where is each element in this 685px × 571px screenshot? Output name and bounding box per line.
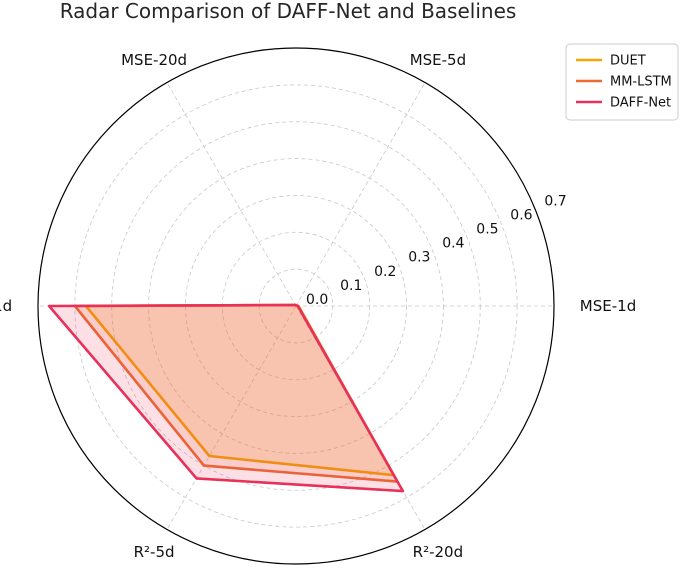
grid-circle	[185, 195, 407, 417]
radial-tick-label: 0.0	[306, 292, 328, 308]
legend-label: MM-LSTM	[610, 75, 672, 90]
legend: DUET MM-LSTM DAFF-Net	[565, 43, 679, 121]
grid-spoke	[166, 305, 297, 530]
grid-spoke	[295, 82, 426, 307]
radial-tick-label: 0.7	[544, 193, 566, 209]
grid-spoke	[166, 82, 297, 307]
axis-label: MSE-20d	[121, 51, 187, 69]
axis-label: R²-1d	[0, 297, 12, 315]
series-layer	[47, 303, 405, 493]
legend-label: DUET	[610, 54, 646, 69]
radial-tick-label: 0.4	[442, 236, 464, 252]
axis-label: MSE-5d	[410, 51, 466, 69]
radial-tick-label: 0.3	[408, 250, 430, 266]
radial-tick-label: 0.5	[476, 222, 498, 238]
legend-label: DAFF-Net	[610, 96, 671, 111]
radial-tick-label: 0.2	[374, 264, 396, 280]
radial-tick-labels: 0.0 0.1 0.2 0.3 0.4 0.5 0.6 0.7	[306, 193, 567, 308]
axis-label: R²-20d	[413, 543, 463, 561]
radial-tick-label: 0.6	[510, 207, 532, 223]
axis-label: MSE-1d	[580, 297, 636, 315]
series-daff-net	[47, 303, 405, 493]
axis-labels: MSE-1d MSE-5d MSE-20d R²-1d R²-5d R²-20d	[0, 51, 636, 561]
outer-ring	[37, 47, 555, 565]
axis-label: R²-5d	[134, 543, 175, 561]
chart-title: Radar Comparison of DAFF-Net and Baselin…	[60, 0, 517, 23]
radial-tick-label: 0.1	[340, 278, 362, 294]
